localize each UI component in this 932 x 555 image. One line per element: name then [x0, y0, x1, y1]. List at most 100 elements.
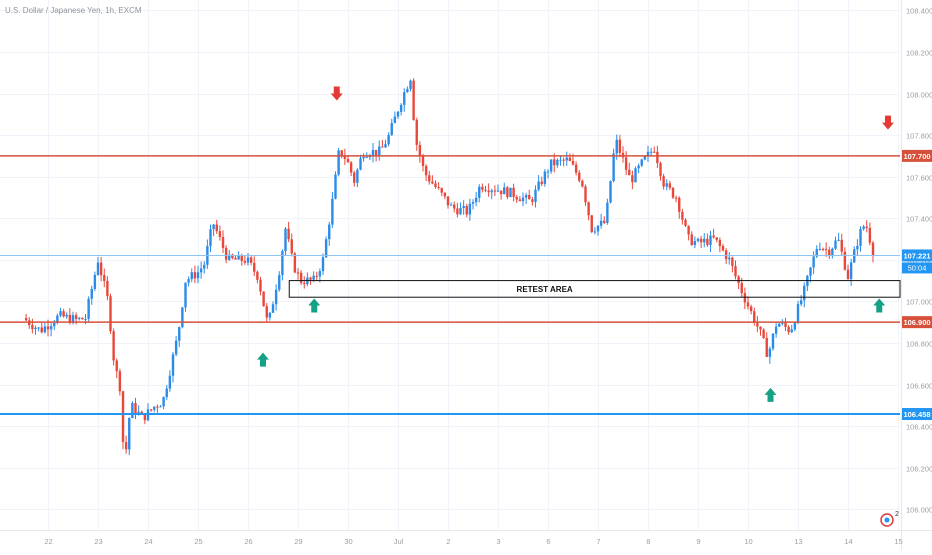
candle-body	[687, 226, 689, 234]
candle-body	[709, 236, 711, 245]
arrow-up-icon	[873, 299, 885, 313]
candle-body	[656, 152, 658, 163]
candle-body	[175, 341, 177, 355]
retest-zone-label: RETEST AREA	[517, 285, 573, 294]
candle-body	[328, 225, 330, 240]
candle-body	[850, 262, 852, 279]
candle-body	[506, 187, 508, 197]
candle-body	[581, 181, 583, 187]
candle-body	[441, 188, 443, 193]
candle-body	[528, 195, 530, 199]
candle-body	[219, 231, 221, 237]
candle-body	[159, 406, 161, 407]
candle-body	[66, 315, 68, 317]
candle-body	[428, 175, 430, 181]
candle-body	[466, 206, 468, 214]
candle-body	[700, 239, 702, 242]
candle-body	[575, 165, 577, 173]
candle-body	[172, 354, 174, 375]
candle-body	[191, 272, 193, 279]
candle-body	[722, 246, 724, 250]
candle-body	[47, 326, 49, 329]
candle-body	[409, 81, 411, 89]
time-tick-label: 3	[496, 537, 500, 546]
candle-body	[403, 92, 405, 105]
candle-body	[828, 250, 830, 255]
candle-body	[659, 163, 661, 176]
candle-body	[831, 249, 833, 255]
candle-body	[775, 327, 777, 334]
candle-body	[437, 187, 439, 188]
time-tick-label: 13	[794, 537, 802, 546]
horizontal-levels	[0, 156, 900, 414]
candle-body	[41, 327, 43, 332]
candle-body	[31, 325, 33, 329]
candle-body	[772, 334, 774, 349]
candle-body	[666, 183, 668, 186]
candle-body	[294, 253, 296, 272]
candle-body	[459, 208, 461, 214]
candle-body	[141, 412, 143, 413]
candle-body	[872, 243, 874, 256]
candle-body	[525, 195, 527, 198]
candle-body	[800, 300, 802, 304]
candle-body	[125, 442, 127, 449]
candle-body	[822, 249, 824, 250]
candle-body	[684, 220, 686, 226]
candle-body	[278, 275, 280, 290]
time-tick-label: 29	[294, 537, 302, 546]
current-price-label: 107.221	[903, 251, 930, 260]
watermark-logo: 2	[881, 511, 899, 526]
candle-body	[225, 248, 227, 260]
candle-body	[356, 170, 358, 183]
time-tick-label: 2	[446, 537, 450, 546]
candle-body	[675, 198, 677, 199]
candle-body	[81, 318, 83, 319]
candle-body	[478, 187, 480, 198]
candle-body	[334, 175, 336, 199]
candle-body	[778, 324, 780, 327]
candle-body	[766, 338, 768, 357]
time-tick-label: 24	[144, 537, 152, 546]
candle-body	[487, 191, 489, 193]
candle-body	[569, 158, 571, 161]
candle-body	[444, 193, 446, 197]
candle-body	[84, 319, 86, 320]
candle-body	[547, 171, 549, 172]
candle-body	[166, 389, 168, 398]
candle-body	[419, 145, 421, 156]
candle-body	[475, 198, 477, 202]
candle-body	[59, 311, 61, 315]
candle-body	[269, 313, 271, 318]
candle-body	[247, 257, 249, 262]
candle-body	[862, 227, 864, 229]
candle-body	[503, 187, 505, 194]
price-tick-label: 107.000	[906, 298, 932, 307]
candle-body	[559, 160, 561, 161]
candle-body	[847, 270, 849, 279]
candle-body	[516, 197, 518, 200]
candle-body	[184, 283, 186, 308]
candle-body	[156, 407, 158, 408]
candle-body	[844, 252, 846, 270]
candle-body	[162, 397, 164, 406]
candle-body	[809, 267, 811, 275]
candle-body	[381, 147, 383, 148]
candle-body	[331, 199, 333, 225]
candle-body	[178, 327, 180, 341]
candle-body	[472, 202, 474, 204]
candle-body	[494, 190, 496, 191]
price-tick-label: 107.600	[906, 174, 932, 183]
candle-body	[619, 140, 621, 153]
candle-body	[75, 315, 77, 319]
price-axis: 106.000106.200106.400106.600106.800107.0…	[902, 0, 932, 550]
time-tick-label: 10	[744, 537, 752, 546]
candle-body	[616, 140, 618, 154]
candle-body	[431, 182, 433, 184]
candle-body	[856, 246, 858, 249]
candle-body	[25, 318, 27, 320]
candle-body	[266, 306, 268, 317]
